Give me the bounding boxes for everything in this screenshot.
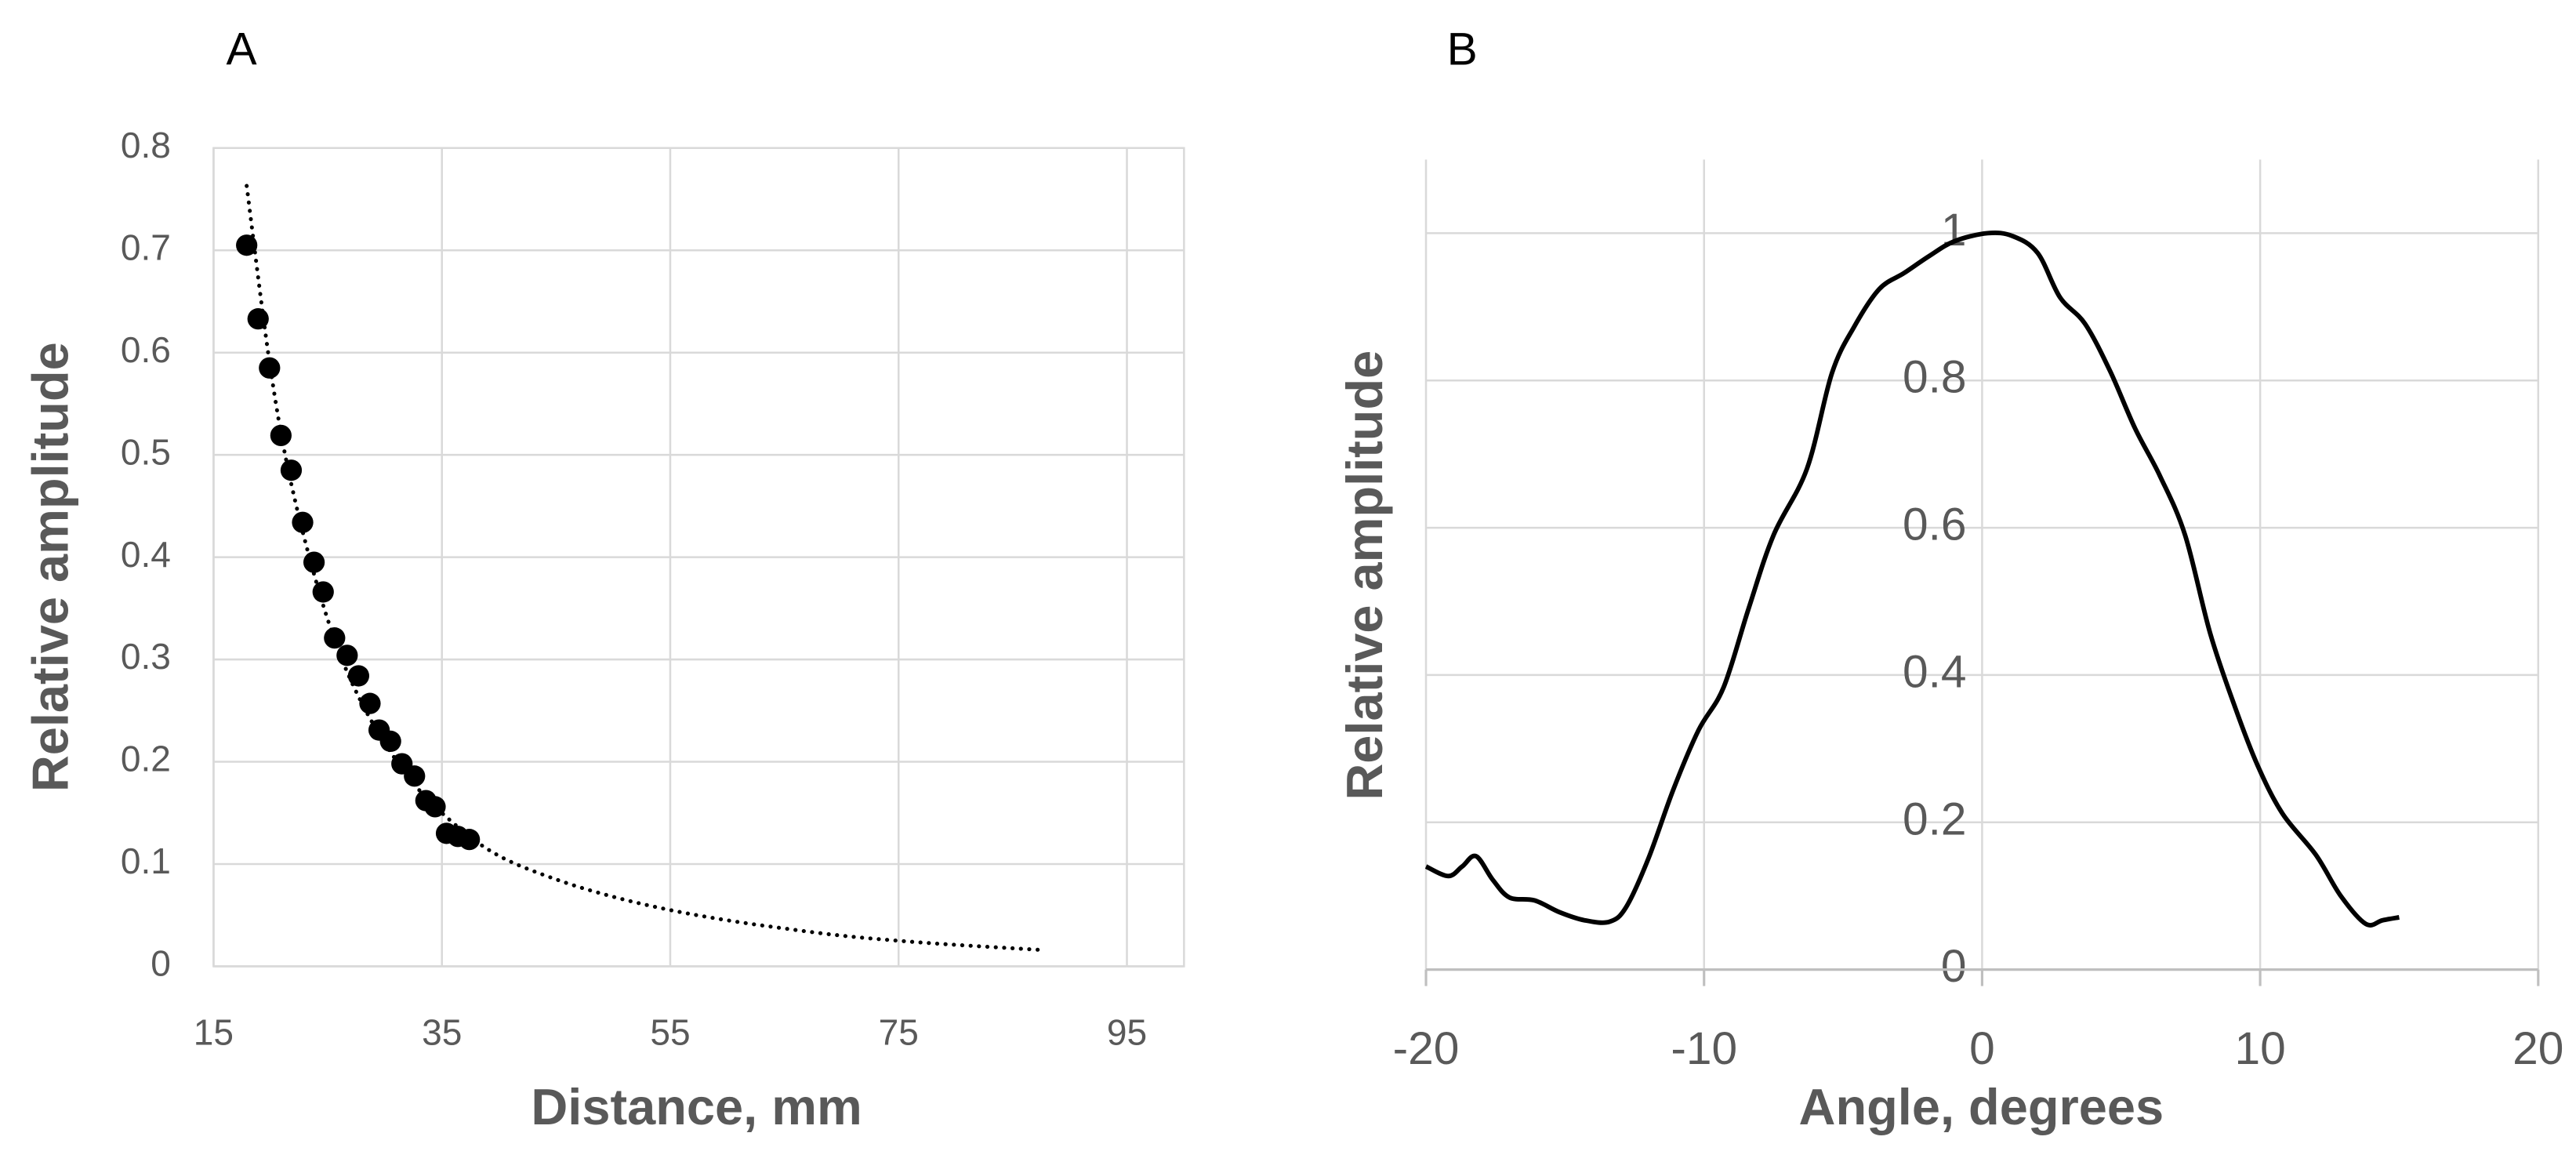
panel-label: A: [226, 24, 257, 75]
data-point: [404, 765, 426, 787]
y-tick-label: 0: [1941, 941, 1967, 992]
data-point: [303, 551, 325, 573]
y-tick-label: 0.8: [121, 125, 171, 165]
x-tick-label: 15: [194, 1012, 234, 1053]
x-tick-label: -10: [1671, 1023, 1737, 1074]
x-tick-label: 35: [422, 1012, 462, 1053]
y-tick-label: 0.1: [121, 841, 171, 881]
y-tick-label: 0.4: [1903, 646, 1967, 697]
y-tick-label: 0: [151, 943, 171, 984]
trend-line: [245, 183, 1043, 953]
x-tick-label: -20: [1393, 1023, 1460, 1074]
y-tick-label: 0.2: [121, 739, 171, 779]
x-tick-label: 75: [879, 1012, 919, 1053]
data-line: [1424, 230, 2400, 928]
data-point: [280, 459, 303, 481]
y-tick-label: 0.5: [121, 431, 171, 472]
x-tick-label: 20: [2513, 1023, 2563, 1074]
x-tick-label: 55: [650, 1012, 690, 1053]
data-point: [459, 829, 481, 851]
data-point: [359, 692, 381, 714]
y-tick-label: 0.3: [121, 636, 171, 677]
data-point: [292, 511, 314, 533]
panel-label: B: [1447, 24, 1478, 75]
data-point: [379, 730, 401, 753]
x-tick-label: 95: [1107, 1012, 1147, 1053]
data-point: [347, 665, 370, 687]
data-point: [312, 581, 334, 603]
y-tick-label: 0.7: [121, 227, 171, 267]
data-point: [247, 308, 269, 330]
plot-frame: [212, 147, 1185, 968]
y-axis-title: Relative amplitude: [21, 342, 78, 792]
y-tick-label: 0.6: [121, 329, 171, 370]
y-tick-label: 0.8: [1903, 352, 1967, 403]
x-tick-label: 0: [1969, 1023, 1995, 1074]
y-axis-title: Relative amplitude: [1336, 350, 1393, 801]
y-tick-label: 0.6: [1903, 499, 1967, 550]
y-tick-label: 0.4: [121, 534, 171, 575]
x-axis-title: Angle, degrees: [1799, 1078, 2164, 1135]
x-axis-title: Distance, mm: [531, 1078, 862, 1135]
x-tick-label: 10: [2234, 1023, 2285, 1074]
data-point: [236, 234, 258, 256]
y-tick-label: 0.2: [1903, 793, 1967, 844]
